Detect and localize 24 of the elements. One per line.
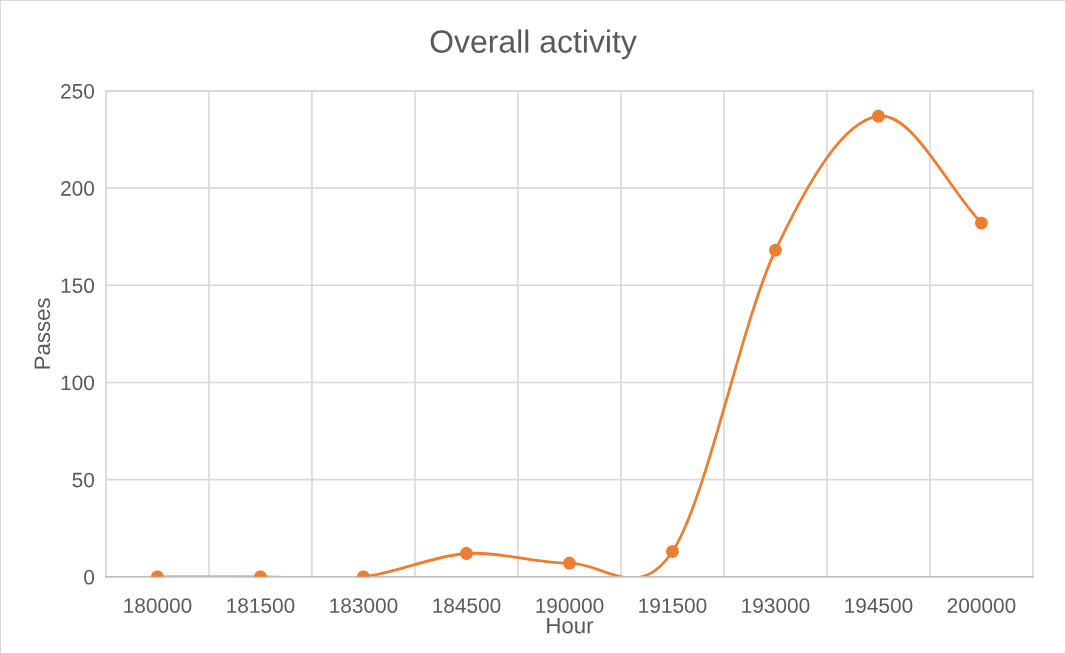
x-tick-label: 180000	[124, 598, 192, 613]
x-tick-label: 200000	[947, 598, 1016, 613]
chart-title: Overall activity	[430, 29, 637, 60]
x-tick-label: 193000	[742, 598, 810, 613]
x-tick-label: 190000	[536, 598, 604, 613]
x-tick-label: 181500	[227, 598, 295, 613]
x-tick-label: 194500	[845, 598, 913, 613]
y-tick-label: 200	[61, 181, 95, 196]
point	[666, 545, 679, 558]
y-tick-label: 100	[61, 375, 95, 391]
point	[872, 109, 885, 123]
x-tick-label: 184500	[433, 598, 501, 613]
point	[460, 547, 473, 560]
point	[975, 216, 988, 230]
x-axis-title: Hour	[547, 617, 594, 634]
x-tick-label: 191500	[639, 598, 707, 613]
y-tick-label: 50	[72, 472, 95, 488]
y-tick-label: 250	[61, 83, 95, 99]
x-tick-label: 183000	[330, 598, 398, 613]
point	[769, 243, 782, 257]
y-tick-label: 0	[84, 569, 95, 585]
y-tick-label: 150	[61, 278, 95, 294]
point	[563, 556, 576, 570]
y-axis-title: Passes	[34, 298, 51, 369]
